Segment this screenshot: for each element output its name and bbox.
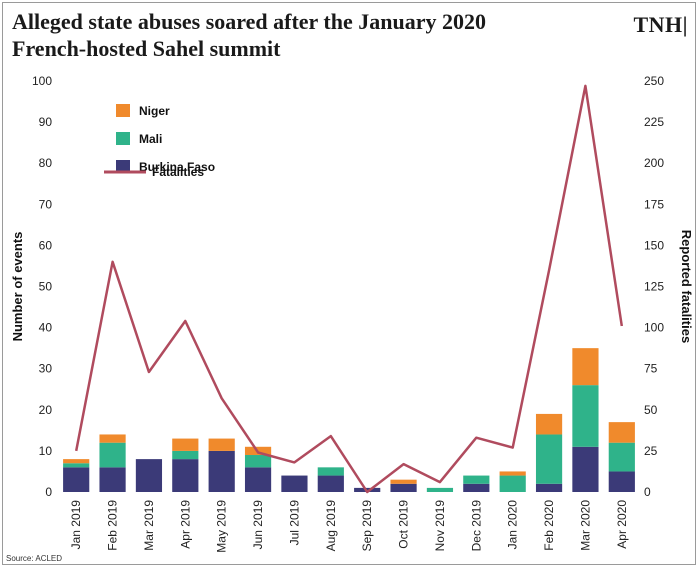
bar-segment-burkina-faso [208,450,235,492]
x-tick-label: Mar 2020 [578,500,592,551]
bar-segment-mali [99,442,126,468]
legend-label-fatalities: Fatalities [152,165,204,179]
bar-segment-niger [99,434,126,443]
bar-segment-mali [426,487,454,492]
bar-segment-niger [390,479,417,484]
y-tick-label: 10 [39,444,53,458]
bar-segment-niger [172,438,199,451]
y-tick-label: 20 [39,403,53,417]
y2-tick-label: 100 [644,321,664,335]
y2-tick-label: 175 [644,197,664,211]
bar-segment-mali [463,475,490,484]
bar-segment-burkina-faso [572,446,599,492]
x-tick-label: Jun 2019 [251,500,265,550]
fatalities-line [74,84,624,494]
bar-segment-burkina-faso [281,475,308,492]
y2-tick-label: 75 [644,362,658,376]
y-tick-label: 60 [39,238,53,252]
bar-segment-niger [208,438,235,451]
y-tick-label: 90 [39,115,53,129]
x-tick-label: Feb 2020 [542,500,556,551]
y2-tick-label: 250 [644,74,664,88]
bar-segment-mali [608,442,635,472]
y-tick-label: 80 [39,156,53,170]
bar-segment-burkina-faso [244,467,272,492]
bar-segment-mali [172,450,199,460]
bar-segment-burkina-faso [135,459,163,492]
y2-tick-label: 0 [644,485,651,499]
bar-segment-mali [317,467,344,476]
y2-tick-label: 150 [644,238,664,252]
y-tick-label: 70 [39,197,53,211]
chart-title: Alleged state abuses soared after the Ja… [12,8,572,62]
legend-swatch-niger [116,104,130,117]
bar-segment-burkina-faso [535,483,563,492]
title-line-1: Alleged state abuses soared after the Ja… [12,9,486,34]
brand-logo: TNH| [633,12,688,37]
y2-tick-label: 125 [644,280,664,294]
x-tick-label: Sep 2019 [360,500,374,552]
bar-segment-burkina-faso [317,475,344,492]
bar-segment-niger [499,471,526,476]
legend-swatch-mali [116,132,130,145]
legend-label-niger: Niger [139,104,170,118]
y-tick-label: 50 [39,280,53,294]
legend-label-mali: Mali [139,132,162,146]
y2-tick-label: 25 [644,444,658,458]
x-tick-label: Dec 2019 [469,500,483,552]
x-tick-label: Feb 2019 [106,500,120,551]
bar-segment-mali [572,385,599,447]
legend-label-burkina-faso: Burkina Faso [139,160,215,174]
bar-segment-mali [244,455,272,468]
y2-tick-label: 200 [644,156,664,170]
x-tick-label: Aug 2019 [324,500,338,552]
x-tick-label: Apr 2019 [178,500,192,549]
bar-segment-burkina-faso [63,467,90,492]
x-tick-label: Apr 2020 [615,500,629,549]
bar-segment-niger [535,413,563,435]
x-tick-label: Jan 2019 [69,500,83,550]
legend-swatch-burkina-faso [116,160,130,173]
x-tick-label: Nov 2019 [433,500,447,552]
bar-segment-mali [63,463,90,468]
y-tick-label: 40 [39,321,53,335]
bar-segment-niger [608,422,635,443]
x-tick-label: May 2019 [215,500,229,553]
x-tick-label: Jul 2019 [287,500,301,546]
bar-segment-mali [499,475,526,492]
bar-segment-niger [572,348,599,386]
bar-segment-burkina-faso [99,467,126,492]
x-tick-label: Oct 2019 [397,500,411,549]
source-note: Source: ACLED [6,554,63,563]
y-axis-label: Number of events [10,232,25,342]
y-tick-label: 0 [45,485,52,499]
y-tick-label: 100 [32,74,52,88]
x-tick-label: Mar 2019 [142,500,156,551]
bar-segment-burkina-faso [172,459,199,492]
bar-segment-burkina-faso [608,471,635,492]
y2-tick-label: 225 [644,115,664,129]
bar-segment-niger [63,459,90,464]
bar-segment-mali [535,434,563,484]
x-tick-label: Jan 2020 [506,500,520,550]
y2-axis-label: Reported fatalities [679,230,694,343]
bar-segment-burkina-faso [390,483,417,492]
title-line-2: French-hosted Sahel summit [12,36,281,61]
bar-segment-burkina-faso [463,483,490,492]
y-tick-label: 30 [39,362,53,376]
y2-tick-label: 50 [644,403,658,417]
